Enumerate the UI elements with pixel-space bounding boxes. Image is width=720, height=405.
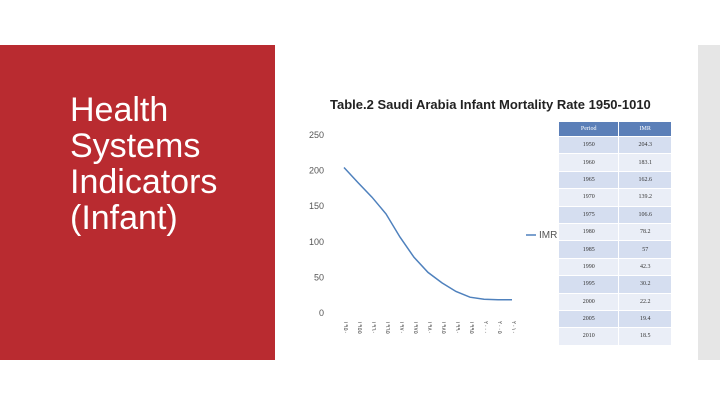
table-cell: 1995	[557, 275, 620, 294]
right-edge-strip	[698, 45, 720, 360]
table-header-cell: Period	[557, 121, 620, 137]
table-cell: 1950	[557, 135, 620, 155]
table-cell: 1965	[557, 170, 620, 190]
table-row: 1995 30.2	[557, 275, 672, 294]
table-cell: 78.2	[618, 222, 672, 242]
table-cell: 139.2	[618, 188, 672, 207]
x-tick-label: ٢٠١٠	[510, 321, 517, 334]
table-header-cell: IMR	[618, 121, 672, 137]
x-tick-label: ٢٠٠٠	[482, 321, 489, 334]
table-cell: 1960	[557, 153, 620, 172]
x-tick-label: ١٩٩٠	[454, 321, 461, 334]
table-cell: 2000	[557, 292, 620, 311]
table-cell: 106.6	[618, 205, 672, 224]
chart-title: Table.2 Saudi Arabia Infant Mortality Ra…	[330, 97, 651, 112]
table-cell: 1990	[557, 257, 620, 277]
y-tick-label: 250	[309, 130, 324, 140]
table-row: 1975 106.6	[557, 205, 672, 224]
table-cell: 1980	[557, 222, 620, 242]
slide-title: Health Systems Indicators (Infant)	[70, 91, 218, 237]
imr-data-table: Period IMR 1950 204.3 1960 183.1 1965 162.6 197…	[557, 121, 672, 346]
table-cell: 42.3	[618, 257, 672, 277]
table-row: 1965 162.6	[557, 170, 672, 190]
table-cell: 183.1	[618, 153, 672, 172]
table-cell: 204.3	[618, 135, 672, 155]
table-cell: 162.6	[618, 170, 672, 190]
y-tick-label: 0	[319, 308, 324, 318]
table-header-row: Period IMR	[557, 121, 672, 137]
table-cell: 2010	[557, 327, 620, 346]
table-row: 1950 204.3	[557, 135, 672, 155]
table-cell: 57	[618, 240, 672, 259]
x-axis: ١٩٥٠ ١٩٥٥ ١٩٦٠ ١٩٦٥ ١٩٧٠ ١٩٧٥ ١٩٨٠ ١٩٨٥ ١٩٩٠ ١٩٩٥…	[342, 321, 517, 334]
series-line-imr	[343, 166, 512, 301]
table-row: 2000 22.2	[557, 292, 672, 311]
x-tick-label: ١٩٨٠	[426, 321, 433, 334]
table-cell: 1975	[557, 205, 620, 224]
y-tick-label: 200	[309, 166, 324, 176]
x-tick-label: ١٩٧٥	[412, 321, 419, 334]
table-row: 1960 183.1	[557, 153, 672, 172]
table-cell: 2005	[557, 309, 620, 329]
x-tick-label: ١٩٦٥	[384, 321, 391, 334]
x-tick-label: ١٩٨٥	[440, 321, 447, 334]
x-tick-label: ١٩٩٥	[468, 321, 475, 334]
y-axis: 0 50 100 150 200 250	[309, 130, 324, 318]
y-tick-label: 100	[309, 237, 324, 247]
y-tick-label: 50	[314, 272, 324, 282]
table-body: 1950 204.3 1960 183.1 1965 162.6 1970 139.2 1975…	[557, 135, 672, 346]
table-cell: 19.4	[618, 309, 672, 329]
x-tick-label: ١٩٦٠	[370, 321, 377, 334]
table-cell: 30.2	[618, 275, 672, 294]
table-row: 1980 78.2	[557, 222, 672, 242]
table-cell: 18.5	[618, 327, 672, 346]
table-cell: 22.2	[618, 292, 672, 311]
y-tick-label: 150	[309, 201, 324, 211]
x-tick-label: ١٩٥٥	[356, 321, 363, 334]
legend-label: IMR	[539, 230, 557, 241]
x-tick-label: ١٩٥٠	[342, 321, 349, 334]
table-row: 2005 19.4	[557, 309, 672, 329]
x-tick-label: ٢٠٠٥	[496, 321, 503, 334]
table-cell: 1970	[557, 188, 620, 207]
table-row: 1990 42.3	[557, 257, 672, 277]
x-tick-label: ١٩٧٠	[398, 321, 405, 334]
table-row: 1985 57	[557, 240, 672, 259]
line-chart: 0 50 100 150 200 250 ١٩٥٠ ١٩٥٥ ١٩٦٠ ١٩٦٥ ١٩٧٠ ١٩٧٥…	[309, 130, 557, 334]
title-panel	[0, 45, 275, 360]
table-row: 1970 139.2	[557, 188, 672, 207]
table-cell: 1985	[557, 240, 620, 259]
table-row: 2010 18.5	[557, 327, 672, 346]
